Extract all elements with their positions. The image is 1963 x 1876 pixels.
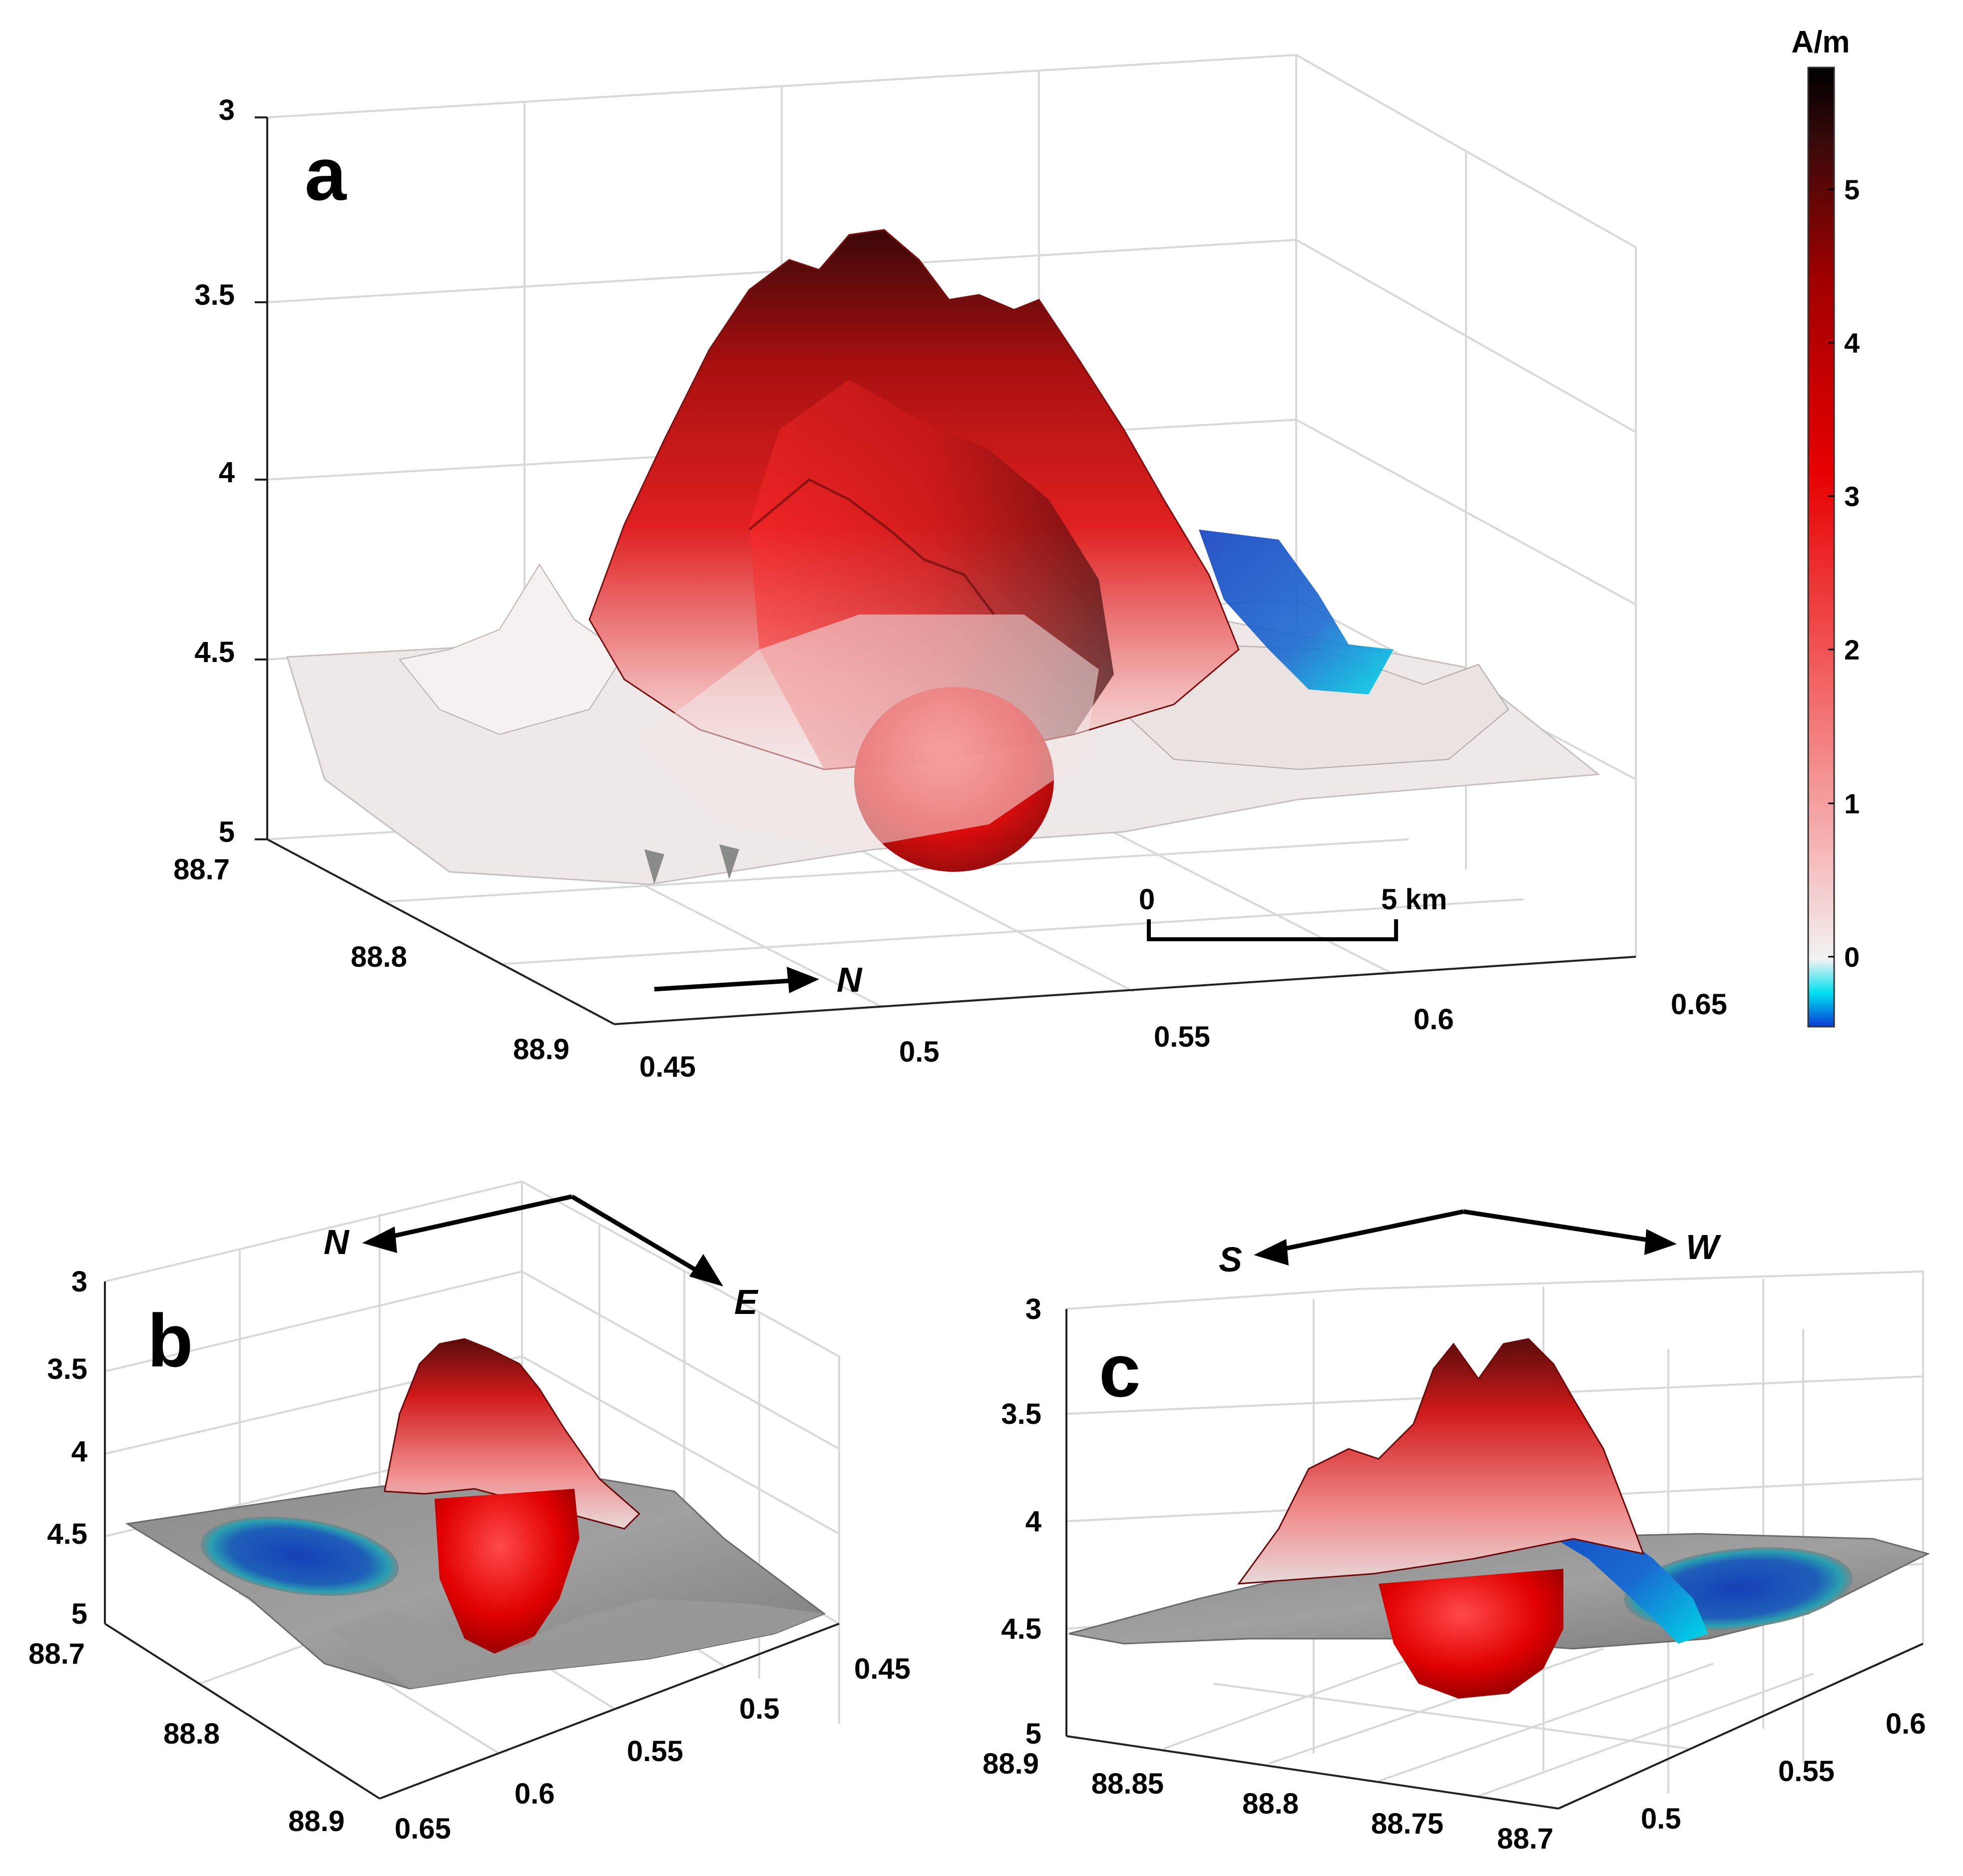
panel-c-arrow-W: W — [1686, 1228, 1722, 1266]
panel-c-label: c — [1099, 1328, 1140, 1412]
panel-b-lon-tick: 88.9 — [288, 1805, 345, 1838]
scale-bar: 0 5 km — [1139, 883, 1447, 941]
panel-a-lat-tick: 0.6 — [1414, 1003, 1454, 1036]
colorbar-tick-label: 4 — [1844, 327, 1860, 359]
panel-a-lon-tick: 88.7 — [173, 853, 230, 886]
colorbar-tick-label: 5 — [1844, 174, 1860, 205]
panel-b-z-tick: 3 — [71, 1265, 87, 1298]
panel-a-axes — [255, 116, 1636, 1025]
panel-c-lat-tick: 0.5 — [1641, 1803, 1681, 1835]
colorbar-bar — [1807, 66, 1835, 1028]
panel-c-source-body — [1379, 1569, 1563, 1699]
panel-a-z-tick: 3.5 — [194, 279, 235, 311]
panel-a-lat-tick: 0.5 — [899, 1036, 940, 1068]
panel-b-lat-tick: 0.55 — [627, 1735, 683, 1768]
panel-b-lon-tick: 88.8 — [163, 1718, 220, 1750]
panel-c-surface — [1068, 1338, 1931, 1699]
scale-bar-end: 5 km — [1381, 883, 1447, 916]
panel-c-lat-tick: 0.6 — [1886, 1708, 1926, 1740]
panel-a-lat-tick: 0.45 — [639, 1051, 696, 1083]
colorbar-tick-label: 1 — [1844, 788, 1860, 819]
panel-b-foreground-plane — [330, 1599, 824, 1689]
panel-a-lon-tick: 88.8 — [351, 941, 407, 973]
panel-b-lat-tick: 0.5 — [739, 1693, 780, 1725]
panel-b-label: b — [147, 1298, 193, 1382]
panel-b-z-tick: 3.5 — [47, 1353, 87, 1385]
panel-a-lat-tick: 0.65 — [1671, 988, 1727, 1021]
panel-a-z-tick: 3 — [219, 94, 235, 126]
panel-c-lon-tick: 88.85 — [1091, 1768, 1164, 1800]
panel-a-arrow-N: N — [837, 960, 863, 999]
panel-a-spikes — [644, 844, 739, 884]
panel-c-peak — [1237, 1338, 1645, 1585]
panel-b-blue-basin — [200, 1516, 399, 1596]
panel-a-north-arrow: N — [654, 960, 863, 999]
scale-bar-start: 0 — [1139, 883, 1155, 916]
panel-c-lon-tick: 88.7 — [1497, 1823, 1553, 1855]
panel-c-z-tick: 3.5 — [1001, 1398, 1041, 1430]
panel-c-compass: S W — [1219, 1209, 1722, 1279]
panel-b-lat-tick: 0.65 — [395, 1813, 451, 1845]
colorbar-title: A/m — [1791, 25, 1850, 59]
panel-c-z-tick: 5 — [1025, 1718, 1041, 1750]
panel-b-surface — [125, 1338, 826, 1690]
panel-b-z-tick: 5 — [71, 1598, 87, 1630]
colorbar-tick-label: 2 — [1844, 634, 1860, 665]
panel-b-compass: N E — [324, 1194, 759, 1321]
panel-a-z-tick: 4 — [219, 456, 235, 489]
panel-c-lat-tick: 0.55 — [1778, 1755, 1835, 1788]
panel-b-z-tick: 4.5 — [47, 1518, 87, 1550]
panel-c: c 3 3.5 4 4.5 5 88.9 88.85 88.8 88.75 88… — [982, 1209, 1931, 1855]
colorbar-ticks — [1828, 188, 1834, 958]
panel-b-z-tick: 4 — [71, 1435, 87, 1468]
panel-b-lat-tick: 0.45 — [854, 1653, 911, 1685]
panel-b-lat-tick: 0.6 — [514, 1778, 555, 1810]
panel-a-z-tick: 4.5 — [194, 636, 235, 668]
panel-a-lon-tick: 88.9 — [513, 1033, 569, 1066]
panel-c-lon-tick: 88.9 — [982, 1748, 1039, 1780]
panel-a-transparent-skirt — [639, 615, 1099, 849]
panel-c-lon-tick: 88.75 — [1371, 1808, 1444, 1840]
panel-a-blue-anomaly — [1199, 530, 1394, 694]
colorbar-tick-label: 0 — [1844, 941, 1860, 973]
panel-c-z-tick: 4.5 — [1001, 1613, 1041, 1645]
panel-b: b 3 3.5 4 4.5 5 88.7 88.8 88.9 0.65 0.6 … — [28, 1180, 911, 1845]
panel-c-z-tick: 3 — [1025, 1293, 1041, 1325]
panel-c-lon-tick: 88.8 — [1242, 1788, 1299, 1820]
panel-b-arrow-E: E — [734, 1282, 759, 1321]
panel-b-lon-tick: 88.7 — [28, 1638, 85, 1670]
panel-b-arrow-N: N — [324, 1223, 350, 1261]
panel-a-surface — [286, 229, 1600, 885]
colorbar-tick-label: 3 — [1844, 481, 1860, 512]
colorbar: A/m 0 1 2 3 4 5 — [1791, 25, 1860, 1028]
panel-a-label: a — [305, 132, 347, 216]
panel-c-arrow-S: S — [1219, 1240, 1242, 1279]
panel-a-z-tick: 5 — [219, 816, 235, 848]
panel-b-axes — [104, 1281, 840, 1800]
panel-a-ridge-detail — [748, 478, 995, 616]
panel-b-source-body — [435, 1489, 579, 1654]
panel-c-axes — [1065, 1309, 1924, 1810]
panel-a: a 3 3.5 4 4.5 5 88.7 88.8 88.9 0.45 0.5 … — [173, 53, 1727, 1083]
panel-a-lat-tick: 0.55 — [1154, 1021, 1210, 1053]
panel-c-z-tick: 4 — [1025, 1505, 1041, 1538]
